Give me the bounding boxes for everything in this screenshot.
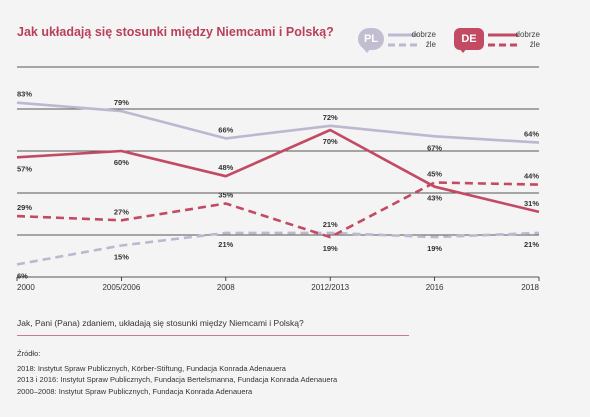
data-label: 44% <box>524 172 539 181</box>
de-badge: DE <box>454 28 484 50</box>
x-tick-label: 2008 <box>217 283 235 292</box>
series-line-pl-dashed <box>16 231 540 266</box>
data-label: 31% <box>524 199 539 208</box>
pl-badge: PL <box>358 28 384 50</box>
data-label: 29% <box>17 203 32 212</box>
line-chart: 2000 2005/2006 2008 2012/2013 2016 2018 83% 79%… <box>16 66 540 292</box>
series-line-de-solid <box>16 128 540 214</box>
x-tick-label: 2018 <box>521 283 539 292</box>
x-tick-label: 2012/2013 <box>311 283 349 292</box>
data-label: 21% <box>323 220 338 229</box>
data-label: 79% <box>114 98 129 107</box>
sources-heading: Źródło: <box>17 349 41 358</box>
data-label: 83% <box>17 90 32 99</box>
data-label: 67% <box>427 143 442 152</box>
data-label: 70% <box>323 137 338 146</box>
question-divider <box>17 335 409 336</box>
data-label: 19% <box>427 244 442 253</box>
chart-title: Jak układają się stosunki między Niemcam… <box>17 25 334 39</box>
sources: Źródło: 2018: Instytut Spraw Publicznych… <box>17 348 337 397</box>
data-label: 43% <box>427 194 442 203</box>
de-legend-swatches <box>488 33 518 47</box>
de-good-label: dobrze <box>515 30 540 39</box>
survey-question: Jak, Pani (Pana) zdaniem, układają się s… <box>17 318 304 328</box>
data-label: 66% <box>218 125 233 134</box>
data-label: 21% <box>218 240 233 249</box>
source-line: 2000–2008: Instytut Spraw Publicznych, F… <box>17 386 253 396</box>
source-line: 2013 i 2016: Instytut Spraw Publicznych,… <box>17 375 338 385</box>
de-bad-label: źle <box>529 40 540 49</box>
pl-good-label: dobrze <box>411 30 436 39</box>
pl-legend-swatches <box>388 33 418 47</box>
pl-badge-tail <box>362 47 372 53</box>
data-label: 35% <box>218 191 233 200</box>
data-label: 21% <box>524 240 539 249</box>
data-label: 6% <box>17 271 28 280</box>
de-badge-tail <box>458 47 468 53</box>
data-label: 57% <box>17 164 32 173</box>
data-label: 48% <box>218 163 233 172</box>
series-line-de-dashed <box>16 181 540 239</box>
x-tick-label: 2000 <box>17 283 35 292</box>
data-label: 60% <box>114 158 129 167</box>
series-line-pl-solid <box>16 101 540 144</box>
data-label: 15% <box>114 253 129 262</box>
data-label: 45% <box>427 170 442 179</box>
x-tick-label: 2016 <box>426 283 444 292</box>
x-tick-label: 2005/2006 <box>102 283 140 292</box>
data-label: 19% <box>323 244 338 253</box>
data-label: 64% <box>524 130 539 139</box>
pl-bad-label: źle <box>425 40 436 49</box>
data-label: 27% <box>114 207 129 216</box>
data-label: 72% <box>323 113 338 122</box>
source-line: 2018: Instytut Spraw Publicznych, Körber… <box>17 364 286 374</box>
